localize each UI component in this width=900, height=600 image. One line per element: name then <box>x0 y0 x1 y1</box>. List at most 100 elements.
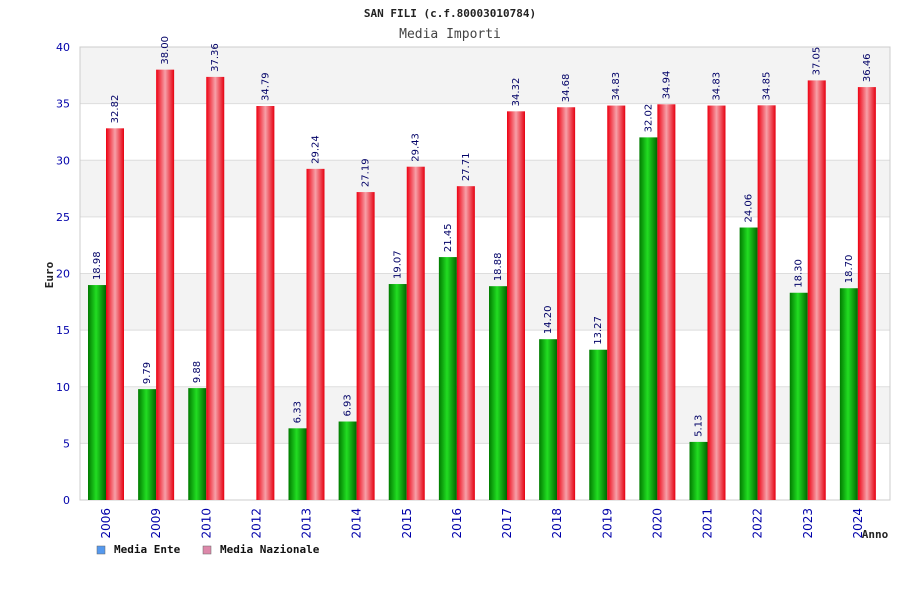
legend-swatch-media-ente <box>96 545 106 555</box>
bar-media-nazionale-2019 <box>607 105 626 501</box>
value-label-media-nazionale-2018: 34.68 <box>561 74 572 103</box>
bar-media-nazionale-2012 <box>256 106 275 501</box>
x-tick-label-2015: 2015 <box>400 508 414 539</box>
legend-swatch-media-nazionale <box>202 545 212 555</box>
value-label-media-ente-2014: 6.93 <box>343 394 354 416</box>
value-label-media-nazionale-2015: 29.43 <box>411 133 422 162</box>
x-tick-label-2024: 2024 <box>851 508 865 539</box>
bar-media-ente-2006 <box>88 285 106 500</box>
y-tick-label: 20 <box>56 268 70 281</box>
value-label-media-ente-2016: 21.45 <box>443 223 454 252</box>
chart-title: SAN FILI (c.f.80003010784) <box>364 7 536 20</box>
bar-media-nazionale-2021 <box>707 105 726 501</box>
bar-media-ente-2020 <box>639 137 658 500</box>
x-tick-label-2012: 2012 <box>249 508 263 539</box>
bar-media-nazionale-2024 <box>857 87 876 500</box>
legend: Media Ente Media Nazionale <box>96 543 320 556</box>
y-tick-label: 0 <box>63 494 70 507</box>
legend-label-media-nazionale: Media Nazionale <box>220 543 320 556</box>
bar-media-ente-2023 <box>789 292 808 500</box>
bar-media-ente-2024 <box>839 288 858 500</box>
y-tick-label: 15 <box>56 324 70 337</box>
x-tick-label-2020: 2020 <box>650 508 664 539</box>
value-label-media-ente-2021: 5.13 <box>694 415 705 437</box>
x-tick-label-2018: 2018 <box>550 508 564 539</box>
bar-media-ente-2022 <box>739 227 758 500</box>
bars-group <box>88 69 876 501</box>
bar-media-ente-2017 <box>489 286 507 500</box>
bar-media-nazionale-2010 <box>206 76 225 500</box>
bar-media-ente-2010 <box>188 388 207 500</box>
y-tick-label: 25 <box>56 211 70 224</box>
value-label-media-nazionale-2020: 34.94 <box>661 71 672 100</box>
bar-media-ente-2018 <box>539 339 558 500</box>
bar-media-nazionale-2006 <box>106 128 124 500</box>
bar-media-ente-2014 <box>338 421 357 500</box>
bar-media-ente-2015 <box>388 284 407 500</box>
value-label-media-nazionale-2017: 34.32 <box>511 78 522 107</box>
bar-media-ente-2009 <box>138 389 157 500</box>
value-label-media-ente-2020: 32.02 <box>643 104 654 133</box>
value-label-media-nazionale-2023: 37.05 <box>812 47 823 76</box>
value-label-media-nazionale-2016: 27.71 <box>461 153 472 182</box>
bar-media-nazionale-2023 <box>807 80 826 500</box>
bar-media-ente-2013 <box>288 428 307 500</box>
chart-subtitle: Media Importi <box>399 27 501 42</box>
value-label-media-ente-2022: 24.06 <box>744 194 755 223</box>
value-label-media-ente-2010: 9.88 <box>192 361 203 383</box>
x-tick-label-2019: 2019 <box>600 508 614 539</box>
value-label-media-nazionale-2021: 34.83 <box>712 72 723 101</box>
y-tick-label: 40 <box>56 41 70 54</box>
bar-media-ente-2016 <box>438 257 457 500</box>
bar-media-nazionale-2016 <box>456 186 475 500</box>
value-label-media-ente-2006: 18.98 <box>92 251 103 280</box>
plot-border <box>79 46 891 501</box>
value-label-media-nazionale-2009: 38.00 <box>160 36 171 65</box>
value-label-media-nazionale-2019: 34.83 <box>611 72 622 101</box>
value-label-media-nazionale-2006: 32.82 <box>110 95 121 124</box>
value-label-media-nazionale-2010: 37.36 <box>210 43 221 72</box>
value-labels-group: 18.98 32.82 9.79 38.00 9.88 37.36 34.79 6.33 29.… <box>92 36 873 437</box>
value-label-media-ente-2018: 14.20 <box>543 306 554 335</box>
value-label-media-nazionale-2022: 34.85 <box>762 72 773 101</box>
y-tick-label: 10 <box>56 381 70 394</box>
bar-media-ente-2019 <box>589 349 608 500</box>
x-tick-label-2022: 2022 <box>751 508 765 539</box>
y-tick-label: 35 <box>56 98 70 111</box>
value-label-media-ente-2015: 19.07 <box>393 250 404 279</box>
y-tick-label: 5 <box>63 437 70 450</box>
value-label-media-ente-2013: 6.33 <box>293 401 304 423</box>
value-label-media-ente-2009: 9.79 <box>142 362 153 384</box>
x-tick-label-2021: 2021 <box>701 508 715 539</box>
bar-media-nazionale-2022 <box>757 105 776 500</box>
y-tick-label: 30 <box>56 154 70 167</box>
value-label-media-nazionale-2024: 36.46 <box>862 53 873 82</box>
x-tick-label-2006: 2006 <box>99 508 113 539</box>
x-tick-label-2010: 2010 <box>199 508 213 539</box>
bar-media-nazionale-2015 <box>406 166 425 500</box>
x-tick-label-2023: 2023 <box>801 508 815 539</box>
value-label-media-nazionale-2014: 27.19 <box>361 158 372 187</box>
value-label-media-ente-2019: 13.27 <box>593 316 604 345</box>
x-axis-label: Anno <box>862 528 889 541</box>
value-label-media-nazionale-2012: 34.79 <box>260 72 271 101</box>
y-axis-label: Euro <box>43 261 56 288</box>
x-tick-label-2014: 2014 <box>350 508 364 539</box>
x-tick-label-2009: 2009 <box>149 508 163 539</box>
x-tick-label-2013: 2013 <box>300 508 314 539</box>
x-axis: 2006 2009 2010 2012 2013 2014 2015 2016 2017 2018… <box>99 508 865 539</box>
x-tick-label-2017: 2017 <box>500 508 514 539</box>
value-label-media-ente-2023: 18.30 <box>794 259 805 288</box>
legend-label-media-ente: Media Ente <box>114 543 181 556</box>
bar-media-nazionale-2009 <box>156 69 175 501</box>
value-label-media-ente-2024: 18.70 <box>844 255 855 284</box>
bar-media-nazionale-2018 <box>557 107 576 501</box>
bar-media-nazionale-2013 <box>306 168 325 500</box>
bar-media-ente-2021 <box>689 441 708 500</box>
value-label-media-nazionale-2013: 29.24 <box>311 135 322 164</box>
value-label-media-ente-2017: 18.88 <box>493 253 504 282</box>
y-axis: 0 5 10 15 20 25 30 35 40 <box>56 41 70 507</box>
x-tick-label-2016: 2016 <box>450 508 464 539</box>
bar-media-nazionale-2014 <box>356 192 375 501</box>
